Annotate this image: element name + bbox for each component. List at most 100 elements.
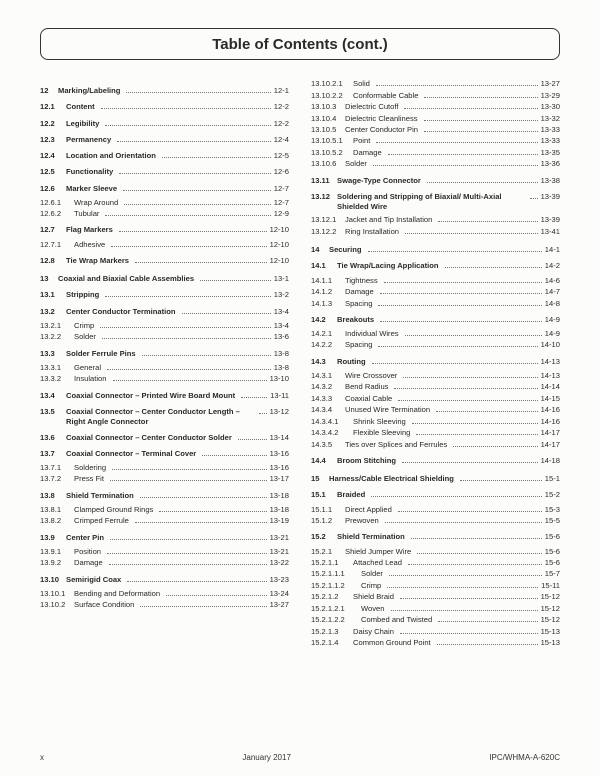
toc-entry: 12.6.1Wrap Around12-7 xyxy=(40,198,289,208)
toc-number: 14.1.2 xyxy=(311,287,345,297)
toc-number: 13.2.1 xyxy=(40,321,74,331)
toc-number: 14.3.2 xyxy=(311,382,345,392)
toc-entry: 13.11Swage-Type Connector13-38 xyxy=(311,176,560,186)
toc-number: 12.7 xyxy=(40,225,66,235)
toc-label: Coaxial Connector – Center Conductor Sol… xyxy=(66,433,235,443)
toc-page: 12-7 xyxy=(274,184,289,194)
toc-number: 13 xyxy=(40,274,58,284)
toc-number: 13.12.1 xyxy=(311,215,345,225)
toc-label: Content xyxy=(66,102,98,112)
toc-label: Point xyxy=(353,136,373,146)
toc-page: 14-16 xyxy=(541,405,560,415)
toc-number: 12.6 xyxy=(40,184,66,194)
toc-number: 15.2.1.2.1 xyxy=(311,604,361,614)
toc-page: 15-1 xyxy=(545,474,560,484)
toc-number: 12.1 xyxy=(40,102,66,112)
toc-entry: 13.3.2Insulation13-10 xyxy=(40,374,289,384)
toc-entry: 12.6Marker Sleeve12-7 xyxy=(40,184,289,194)
toc-leader xyxy=(391,607,538,611)
toc-entry: 13.10.2.1Solid13-27 xyxy=(311,79,560,89)
toc-entry: 15.2.1.1.1Solder15-7 xyxy=(311,569,560,579)
toc-columns: 12Marking/Labeling12-112.1Content12-212.… xyxy=(40,78,560,649)
toc-entry: 15.1.2Prewoven15-5 xyxy=(311,516,560,526)
toc-leader xyxy=(200,277,271,281)
toc-number: 14 xyxy=(311,245,329,255)
toc-number: 13.9.2 xyxy=(40,558,74,568)
toc-number: 15.2 xyxy=(311,532,337,542)
toc-entry: 13.7.2Press Fit13-17 xyxy=(40,474,289,484)
toc-leader xyxy=(405,332,542,336)
toc-page: 15-12 xyxy=(541,604,560,614)
toc-label: Conformable Cable xyxy=(353,91,421,101)
toc-leader xyxy=(424,128,538,132)
toc-label: Harness/Cable Electrical Shielding xyxy=(329,474,457,484)
toc-leader xyxy=(119,170,271,174)
toc-label: Braided xyxy=(337,490,368,500)
toc-number: 13.9 xyxy=(40,533,66,543)
toc-entry: 14.2.2Spacing14-10 xyxy=(311,340,560,350)
toc-leader xyxy=(113,377,267,381)
toc-number: 13.3.2 xyxy=(40,374,74,384)
toc-label: Adhesive xyxy=(74,240,108,250)
toc-number: 14.2 xyxy=(311,315,337,325)
toc-page: 13-4 xyxy=(274,307,289,317)
toc-page: 15-13 xyxy=(541,627,560,637)
toc-page: 12-6 xyxy=(274,167,289,177)
toc-page: 14-2 xyxy=(545,261,560,271)
toc-number: 14.1.1 xyxy=(311,276,345,286)
toc-leader xyxy=(101,105,271,109)
toc-entry: 14.1.2Damage14-7 xyxy=(311,287,560,297)
toc-number: 15.2.1.1.1 xyxy=(311,569,361,579)
toc-page: 13-22 xyxy=(270,558,289,568)
toc-leader xyxy=(453,442,537,446)
toc-page: 14-16 xyxy=(541,417,560,427)
toc-entry: 14.3.2Bend Radius14-14 xyxy=(311,382,560,392)
toc-number: 13.1 xyxy=(40,290,66,300)
toc-leader xyxy=(376,82,538,86)
toc-entry: 15Harness/Cable Electrical Shielding15-1 xyxy=(311,474,560,484)
toc-leader xyxy=(378,301,541,305)
toc-leader xyxy=(126,89,270,93)
toc-label: Spacing xyxy=(345,340,375,350)
toc-number: 13.10.5.2 xyxy=(311,148,353,158)
toc-number: 13.3 xyxy=(40,349,66,359)
toc-leader xyxy=(105,121,270,125)
toc-label: Spacing xyxy=(345,299,375,309)
toc-leader xyxy=(142,351,271,355)
toc-page: 14-8 xyxy=(545,299,560,309)
toc-number: 13.9.1 xyxy=(40,547,74,557)
toc-label: Coaxial Connector – Terminal Cover xyxy=(66,449,199,459)
toc-number: 13.11 xyxy=(311,176,337,186)
toc-page: 14-14 xyxy=(541,382,560,392)
toc-label: Tubular xyxy=(74,209,102,219)
toc-leader xyxy=(140,603,266,607)
toc-label: Dielectric Cutoff xyxy=(345,102,401,112)
toc-leader xyxy=(107,550,267,554)
toc-number: 12 xyxy=(40,86,58,96)
toc-entry: 13.10.3Dielectric Cutoff13-30 xyxy=(311,102,560,112)
toc-entry: 13.12Soldering and Stripping of Biaxial/… xyxy=(311,192,560,212)
toc-label: Coaxial and Biaxial Cable Assemblies xyxy=(58,274,197,284)
toc-entry: 13.6Coaxial Connector – Center Conductor… xyxy=(40,433,289,443)
toc-number: 13.10.1 xyxy=(40,589,74,599)
toc-page: 15-2 xyxy=(545,490,560,500)
toc-number: 14.3 xyxy=(311,357,337,367)
toc-entry: 13.10Semirigid Coax13-23 xyxy=(40,575,289,585)
toc-label: Daisy Chain xyxy=(353,627,397,637)
toc-label: Clamped Ground Rings xyxy=(74,505,156,515)
toc-page: 13-27 xyxy=(270,600,289,610)
toc-leader xyxy=(398,397,537,401)
toc-leader xyxy=(400,629,538,633)
toc-leader xyxy=(259,410,267,414)
toc-number: 15.2.1 xyxy=(311,547,345,557)
toc-entry: 14.2.1Individual Wires14-9 xyxy=(311,329,560,339)
toc-label: Center Pin xyxy=(66,533,107,543)
toc-label: Damage xyxy=(74,558,106,568)
toc-number: 15.2.1.2.2 xyxy=(311,615,361,625)
toc-page: 13-4 xyxy=(274,321,289,331)
toc-page: 14-13 xyxy=(541,371,560,381)
toc-number: 15.1.2 xyxy=(311,516,345,526)
toc-label: Attached Lead xyxy=(353,558,405,568)
toc-leader xyxy=(135,519,267,523)
toc-page: 13-24 xyxy=(270,589,289,599)
